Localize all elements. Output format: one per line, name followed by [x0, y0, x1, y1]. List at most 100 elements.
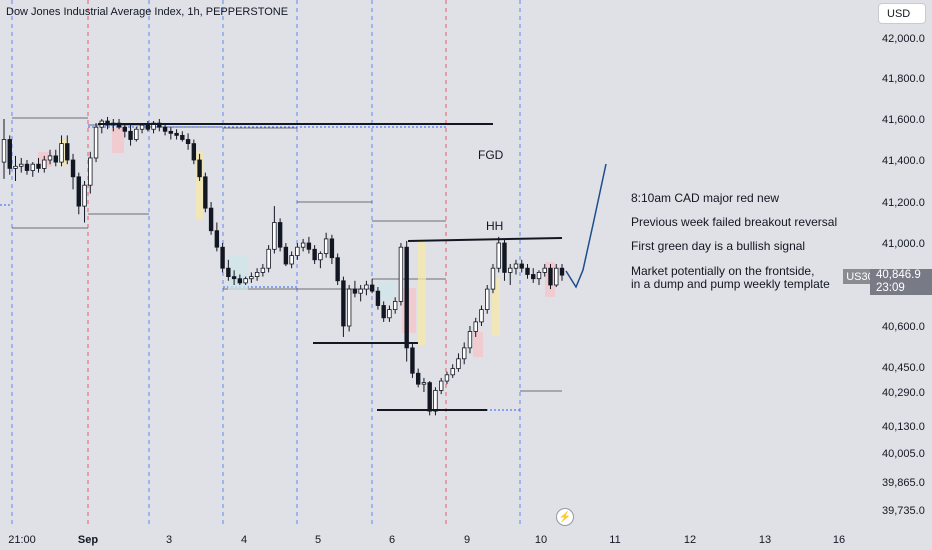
candles [1, 116, 565, 416]
candle-body [433, 390, 438, 412]
candle-body [220, 246, 225, 269]
candle-body [358, 288, 363, 294]
candle-body [283, 246, 289, 265]
hh-label: HH [486, 219, 503, 233]
highlight-zone [196, 152, 203, 220]
time-tick-label: 16 [833, 534, 845, 546]
candle-body [364, 284, 369, 290]
last-price-badge: 40,846.9 23:09 [870, 269, 932, 295]
candle-body [185, 139, 191, 144]
time-tick-label: 6 [389, 534, 395, 546]
candle-body [323, 238, 329, 254]
candle-body [410, 347, 415, 374]
candle-body [254, 271, 260, 277]
candle-body [243, 278, 248, 284]
candle-body [139, 124, 145, 130]
highlight-zone [60, 140, 68, 165]
time-tick-label: 12 [684, 534, 696, 546]
candle-body [36, 163, 41, 169]
price-tick-label: 40,450.0 [882, 362, 925, 374]
candle-body [496, 242, 501, 269]
candle-body [415, 372, 421, 385]
candle-body [300, 242, 306, 248]
price-tick-label: 39,735.0 [882, 505, 925, 517]
highlight-zone [418, 240, 426, 345]
candle-body [162, 126, 168, 132]
note-line-3: First green day is a bullish signal [631, 239, 806, 253]
candle-body [180, 134, 185, 140]
candle-body [249, 276, 254, 280]
time-tick-label: 5 [315, 534, 321, 546]
note-line-2: Previous week failed breakout reversal [631, 215, 838, 229]
candle-body [312, 248, 317, 261]
bar-countdown: 23:09 [876, 282, 905, 294]
candle-body [1, 139, 7, 163]
candle-body [208, 207, 214, 232]
candle-body [485, 288, 490, 311]
highlight-zone [112, 128, 124, 153]
candle-body [214, 230, 220, 248]
time-tick-label: 9 [464, 534, 470, 546]
candle-body [76, 176, 81, 207]
candle-body [462, 347, 467, 360]
candle-body [427, 382, 432, 412]
candle-body [295, 246, 300, 256]
candle-body [53, 155, 58, 163]
price-tick-label: 39,865.0 [882, 477, 925, 489]
candle-body [341, 280, 346, 327]
projection-path [565, 163, 607, 289]
candle-body [438, 380, 444, 391]
candle-body [88, 157, 93, 186]
price-tick-label: 41,800.0 [882, 73, 925, 85]
candle-body [237, 278, 243, 284]
time-tick-label: 11 [609, 534, 620, 546]
time-tick-label: 4 [241, 534, 247, 546]
candle-body [369, 284, 375, 292]
lightning-icon[interactable]: ⚡ [556, 508, 574, 526]
candle-body [404, 246, 409, 349]
time-axis[interactable]: 21:00 Sep 3 4 5 6 9 10 11 12 13 16 [8, 534, 845, 546]
note-line-5: in a dump and pump weekly template [631, 277, 830, 291]
candle-body [387, 309, 392, 319]
candle-body [306, 242, 312, 250]
price-tick-label: 41,000.0 [882, 238, 925, 250]
candle-body [444, 374, 450, 382]
candle-body [335, 257, 340, 282]
candle-body [30, 163, 35, 171]
candle-body [392, 300, 398, 310]
candle-body [82, 184, 87, 207]
fgd-label: FGD [478, 148, 504, 162]
candle-body [508, 267, 513, 273]
price-tick-label: 41,200.0 [882, 197, 925, 209]
candle-body [421, 382, 427, 385]
candle-body [548, 267, 553, 286]
symbol-badge: US30 [843, 269, 877, 284]
price-tick-label: 42,000.0 [882, 33, 925, 45]
candle-body [525, 267, 530, 275]
candle-body [329, 238, 335, 259]
session-separators [11, 0, 521, 527]
currency-button[interactable]: USD [878, 3, 926, 24]
candle-body [519, 263, 524, 269]
time-tick-label: 13 [759, 534, 771, 546]
candle-body [226, 267, 231, 278]
price-axis[interactable]: 42,000.0 41,800.0 41,600.0 41,400.0 41,200.0… [882, 33, 925, 517]
candle-body [346, 288, 352, 327]
candle-body [318, 253, 323, 261]
highlight-zone [473, 332, 483, 357]
candle-body [542, 267, 547, 273]
candle-body [59, 143, 64, 163]
candle-body [65, 143, 70, 161]
candle-body [19, 163, 24, 167]
candle-body [191, 143, 197, 161]
price-tick-label: 41,400.0 [882, 155, 925, 167]
price-tick-label: 41,600.0 [882, 114, 925, 126]
candle-body [134, 128, 139, 140]
candle-body [381, 305, 386, 319]
candle-body [554, 267, 559, 286]
candle-body [559, 267, 565, 276]
candle-body [473, 321, 478, 332]
note-line-4: Market potentially on the frontside, [631, 264, 815, 278]
candle-body [260, 267, 266, 273]
